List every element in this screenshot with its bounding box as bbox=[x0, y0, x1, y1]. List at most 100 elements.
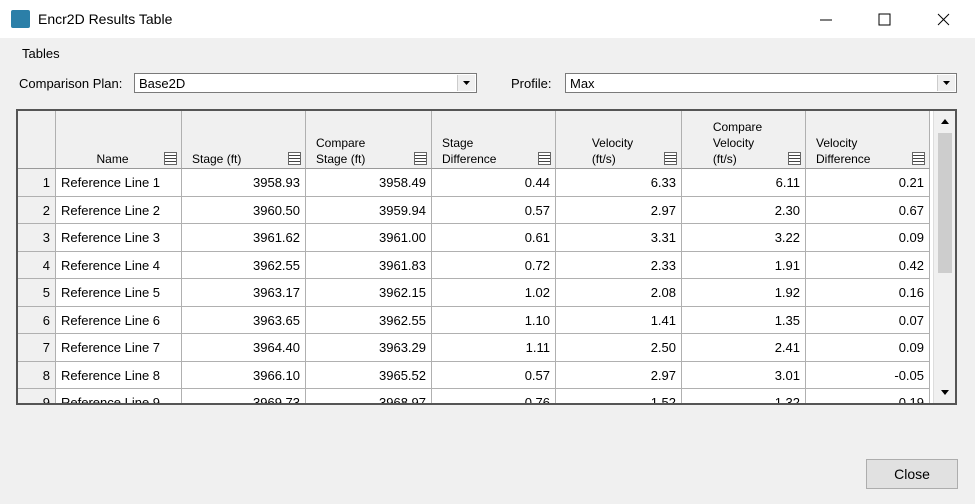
row-number: 6 bbox=[18, 306, 56, 334]
table-cell: 0.16 bbox=[806, 279, 930, 307]
column-header[interactable]: Velocity (ft/s) bbox=[556, 111, 682, 169]
table-cell: Reference Line 8 bbox=[56, 361, 182, 389]
table-cell: 6.11 bbox=[682, 169, 806, 197]
table-cell: 2.33 bbox=[556, 251, 682, 279]
text: 3962.15 bbox=[379, 285, 426, 300]
column-options[interactable] bbox=[288, 152, 301, 165]
row-number: 7 bbox=[18, 334, 56, 362]
text: 3965.52 bbox=[379, 367, 426, 383]
table-cell: 3.31 bbox=[556, 224, 682, 252]
table-cell: 3969.73 bbox=[182, 389, 306, 405]
column-header[interactable]: Velocity Difference bbox=[806, 111, 930, 169]
table-cell: 3966.10 bbox=[182, 361, 306, 389]
header-corner[interactable] bbox=[18, 111, 56, 169]
row-number: 8 bbox=[18, 361, 56, 389]
dropdown-value: Base2D bbox=[139, 76, 186, 91]
text: 3.22 bbox=[774, 230, 800, 245]
text: 2.41 bbox=[774, 340, 800, 355]
row-number: 3 bbox=[18, 224, 56, 252]
table-cell: 3961.62 bbox=[182, 224, 306, 252]
label: Comparison Plan: bbox=[19, 76, 123, 91]
text: 0.76 bbox=[524, 395, 550, 405]
dropdown[interactable]: Base2D bbox=[134, 73, 477, 93]
column-options[interactable] bbox=[788, 152, 801, 165]
text: 3.01 bbox=[774, 367, 800, 383]
column-header[interactable]: Compare Velocity (ft/s) bbox=[682, 111, 806, 169]
column-header[interactable]: Stage (ft) bbox=[182, 111, 306, 169]
text: 1.35 bbox=[774, 312, 800, 328]
text: 1.91 bbox=[774, 257, 800, 273]
text: Reference Line 7 bbox=[61, 340, 161, 355]
text: 3966.10 bbox=[253, 367, 300, 383]
text: Reference Line 8 bbox=[61, 367, 161, 383]
text: 1.92 bbox=[774, 285, 800, 300]
text: 3969.73 bbox=[253, 395, 300, 405]
text: 1.52 bbox=[650, 395, 676, 405]
text: Stage (ft) bbox=[192, 152, 242, 166]
text: Compare Stage (ft) bbox=[316, 136, 366, 166]
table-cell: Reference Line 7 bbox=[56, 334, 182, 362]
table-cell: 0.61 bbox=[432, 224, 556, 252]
column-header[interactable]: Stage Difference bbox=[432, 111, 556, 169]
text: 3960.50 bbox=[253, 202, 300, 218]
row-number: 4 bbox=[18, 251, 56, 279]
column-options[interactable] bbox=[538, 152, 551, 165]
table-cell: 0.44 bbox=[432, 169, 556, 197]
title-bar: Encr2D Results Table bbox=[0, 0, 975, 38]
text: Reference Line 9 bbox=[61, 395, 161, 405]
table-cell: 3962.15 bbox=[306, 279, 432, 307]
table-cell: 2.41 bbox=[682, 334, 806, 362]
column-header[interactable]: Compare Stage (ft) bbox=[306, 111, 432, 169]
text: Stage Difference bbox=[442, 136, 497, 166]
table-cell: 3961.83 bbox=[306, 251, 432, 279]
text: Velocity Difference bbox=[816, 136, 871, 166]
text: 2.33 bbox=[650, 257, 676, 273]
table-cell: 3963.29 bbox=[306, 334, 432, 362]
text: 3958.49 bbox=[379, 175, 426, 190]
table-cell: 1.11 bbox=[432, 334, 556, 362]
text: Reference Line 6 bbox=[61, 312, 161, 328]
text: Reference Line 1 bbox=[61, 175, 161, 190]
table-cell: -0.05 bbox=[806, 361, 930, 389]
text: 2 bbox=[42, 202, 50, 218]
column-options[interactable] bbox=[664, 152, 677, 165]
text: Velocity (ft/s) bbox=[591, 136, 634, 166]
table-cell: Reference Line 6 bbox=[56, 306, 182, 334]
text: 3959.94 bbox=[379, 202, 426, 218]
text: 0.09 bbox=[898, 340, 924, 355]
text: 1.11 bbox=[525, 340, 550, 355]
window-controls[interactable] bbox=[810, 8, 960, 32]
scrollbar[interactable] bbox=[933, 111, 955, 403]
text: 3961.00 bbox=[379, 230, 426, 245]
table-cell: 3963.17 bbox=[182, 279, 306, 307]
text: 3.31 bbox=[650, 230, 676, 245]
table-cell: 3959.94 bbox=[306, 196, 432, 224]
dropdown[interactable]: Max bbox=[565, 73, 957, 93]
text: 3962.55 bbox=[253, 257, 300, 273]
row-number: 9 bbox=[18, 389, 56, 403]
text: Name bbox=[96, 152, 129, 166]
text: 1.41 bbox=[650, 312, 676, 328]
text: 1 bbox=[42, 175, 50, 190]
text: 0.09 bbox=[898, 230, 924, 245]
table-cell: 0.72 bbox=[432, 251, 556, 279]
table-cell: 0.76 bbox=[432, 389, 556, 405]
column-options[interactable] bbox=[912, 152, 925, 165]
text: 3963.65 bbox=[253, 312, 300, 328]
text: 6.33 bbox=[650, 175, 676, 190]
close-button[interactable]: Close bbox=[866, 459, 958, 489]
text: 1.32 bbox=[774, 395, 800, 405]
text: 0.07 bbox=[898, 312, 924, 328]
column-header[interactable]: Name bbox=[56, 111, 182, 169]
table-cell: 3958.93 bbox=[182, 169, 306, 197]
menu-item[interactable]: Tables bbox=[22, 46, 60, 61]
text: 6 bbox=[42, 312, 50, 328]
column-options[interactable] bbox=[414, 152, 427, 165]
table-cell: 1.10 bbox=[432, 306, 556, 334]
table-cell: 2.50 bbox=[556, 334, 682, 362]
table-cell: 0.09 bbox=[806, 224, 930, 252]
table-cell: 0.09 bbox=[806, 334, 930, 362]
text: 7 bbox=[42, 340, 50, 355]
column-options[interactable] bbox=[164, 152, 177, 165]
table-cell: 2.97 bbox=[556, 196, 682, 224]
